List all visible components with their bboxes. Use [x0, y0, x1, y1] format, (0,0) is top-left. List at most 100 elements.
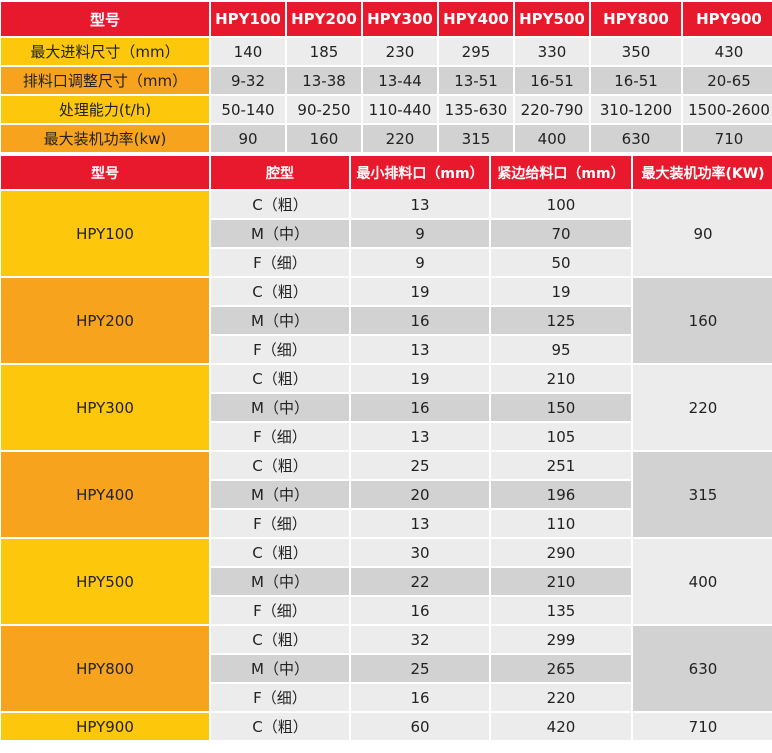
closed-side-feed-cell: 299: [491, 626, 631, 653]
spec-cell: 1500-2600: [683, 96, 772, 123]
row-label: 排料口调整尺寸（mm）: [1, 67, 209, 94]
model-cell: HPY500: [1, 539, 209, 624]
min-discharge-cell: 9: [351, 220, 489, 247]
min-discharge-cell: 16: [351, 307, 489, 334]
model-cell: HPY300: [1, 365, 209, 450]
power-cell: 315: [633, 452, 772, 537]
cavity-table: 型号 腔型 最小排料口（mm） 紧边给料口（mm） 最大装机功率(KW) HPY100 C（…: [0, 154, 772, 742]
closed-side-feed-cell: 210: [491, 568, 631, 595]
closed-side-feed-cell: 95: [491, 336, 631, 363]
spec-cell: 350: [591, 38, 681, 65]
power-cell: 220: [633, 365, 772, 450]
min-discharge-cell: 13: [351, 423, 489, 450]
spec-table: 型号 HPY100 HPY200 HPY300 HPY400 HPY500 HPY800 HP…: [0, 0, 772, 154]
spec-cell: 110-440: [363, 96, 437, 123]
cavity-cell: M（中）: [211, 307, 349, 334]
cavity-cell: C（粗）: [211, 191, 349, 218]
spec-row: 最大装机功率(kw) 90 160 220 315 400 630 710: [1, 125, 772, 152]
min-discharge-cell: 16: [351, 597, 489, 624]
model-cell: HPY100: [1, 191, 209, 276]
spec-row: 最大进料尺寸（mm） 140 185 230 295 330 350 430: [1, 38, 772, 65]
power-cell: 630: [633, 626, 772, 711]
cavity-cell: C（粗）: [211, 539, 349, 566]
spec-cell: 20-65: [683, 67, 772, 94]
cavity-row: M（中） 16 125: [1, 307, 772, 334]
spec-cell: 630: [591, 125, 681, 152]
spec-cell: 220: [363, 125, 437, 152]
cavity-cell: C（粗）: [211, 278, 349, 305]
spec-cell: 9-32: [211, 67, 285, 94]
cavity-cell: F（细）: [211, 597, 349, 624]
spec-cell: 13-38: [287, 67, 361, 94]
column-header: 腔型: [211, 156, 349, 189]
cavity-row: HPY100 C（粗） 13 100 90: [1, 191, 772, 276]
spec-cell: 315: [439, 125, 513, 152]
cavity-row: F（细） 13 105: [1, 423, 772, 450]
model-cell: HPY200: [1, 278, 209, 363]
closed-side-feed-cell: 125: [491, 307, 631, 334]
spec-cell: 295: [439, 38, 513, 65]
cavity-row: M（中） 25 265: [1, 655, 772, 682]
min-discharge-cell: 25: [351, 655, 489, 682]
closed-side-feed-cell: 135: [491, 597, 631, 624]
header-hpy900: HPY900: [683, 2, 772, 36]
min-discharge-cell: 16: [351, 684, 489, 711]
cavity-row: HPY500 C（粗） 30 290 400: [1, 539, 772, 624]
header-hpy200: HPY200: [287, 2, 361, 36]
closed-side-feed-cell: 210: [491, 365, 631, 392]
cavity-cell: M（中）: [211, 394, 349, 421]
row-label: 最大进料尺寸（mm）: [1, 38, 209, 65]
cavity-cell: M（中）: [211, 568, 349, 595]
min-discharge-cell: 22: [351, 568, 489, 595]
cavity-cell: C（粗）: [211, 626, 349, 653]
spec-cell: 13-51: [439, 67, 513, 94]
spec-cell: 13-44: [363, 67, 437, 94]
cavity-cell: M（中）: [211, 220, 349, 247]
cavity-cell: F（细）: [211, 336, 349, 363]
closed-side-feed-cell: 110: [491, 510, 631, 537]
min-discharge-cell: 60: [351, 713, 489, 740]
cavity-row: HPY300 C（粗） 19 210 220: [1, 365, 772, 450]
column-header: 型号: [1, 156, 209, 189]
cavity-row: M（中） 9 70: [1, 220, 772, 247]
spec-cell: 90: [211, 125, 285, 152]
cavity-cell: C（粗）: [211, 452, 349, 479]
closed-side-feed-cell: 251: [491, 452, 631, 479]
closed-side-feed-cell: 19: [491, 278, 631, 305]
cavity-row: F（细） 9 50: [1, 249, 772, 276]
spec-cell: 430: [683, 38, 772, 65]
row-label: 处理能力(t/h): [1, 96, 209, 123]
min-discharge-cell: 19: [351, 365, 489, 392]
spec-cell: 16-51: [515, 67, 589, 94]
closed-side-feed-cell: 265: [491, 655, 631, 682]
spec-cell: 16-51: [591, 67, 681, 94]
min-discharge-cell: 30: [351, 539, 489, 566]
cavity-cell: C（粗）: [211, 713, 349, 740]
min-discharge-cell: 25: [351, 452, 489, 479]
cavity-row: M（中） 20 196: [1, 481, 772, 508]
spec-cell: 310-1200: [591, 96, 681, 123]
spec-cell: 140: [211, 38, 285, 65]
closed-side-feed-cell: 50: [491, 249, 631, 276]
cavity-row: F（细） 16 220: [1, 684, 772, 711]
cavity-row: M（中） 16 150: [1, 394, 772, 421]
min-discharge-cell: 13: [351, 191, 489, 218]
cavity-cell: F（细）: [211, 684, 349, 711]
cavity-header-row: 型号 腔型 最小排料口（mm） 紧边给料口（mm） 最大装机功率(KW): [1, 156, 772, 189]
power-cell: 710: [633, 713, 772, 740]
power-cell: 90: [633, 191, 772, 276]
model-cell: HPY400: [1, 452, 209, 537]
header-hpy500: HPY500: [515, 2, 589, 36]
min-discharge-cell: 13: [351, 336, 489, 363]
spec-row: 排料口调整尺寸（mm） 9-32 13-38 13-44 13-51 16-51 16-51…: [1, 67, 772, 94]
model-cell: HPY800: [1, 626, 209, 711]
header-model: 型号: [1, 2, 209, 36]
min-discharge-cell: 19: [351, 278, 489, 305]
min-discharge-cell: 9: [351, 249, 489, 276]
row-label: 最大装机功率(kw): [1, 125, 209, 152]
column-header: 最大装机功率(KW): [633, 156, 772, 189]
closed-side-feed-cell: 70: [491, 220, 631, 247]
header-hpy800: HPY800: [591, 2, 681, 36]
header-hpy100: HPY100: [211, 2, 285, 36]
min-discharge-cell: 20: [351, 481, 489, 508]
